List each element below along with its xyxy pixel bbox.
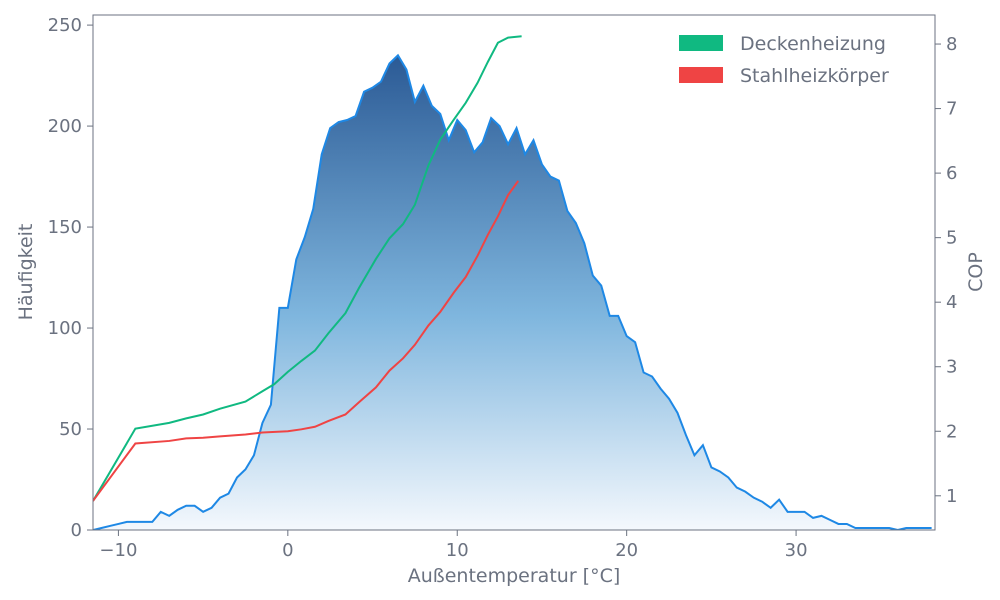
y-left-tick-label: 250 [48, 15, 82, 36]
frequency-area [93, 55, 932, 530]
y-right-tick-label: 8 [946, 34, 957, 55]
y-right-axis-ticks: 1 2 3 4 5 6 7 8 [935, 34, 957, 507]
series-line-stahlheizkoerper [93, 180, 520, 502]
y-right-tick-label: 5 [946, 228, 957, 249]
y-left-tick-label: 0 [71, 520, 82, 541]
y-right-tick-label: 4 [946, 292, 957, 313]
plot-frame [92, 14, 936, 531]
plot-area [93, 35, 932, 530]
x-tick-label: 0 [282, 540, 293, 561]
x-tick-label: −10 [99, 540, 137, 561]
x-tick-label: 20 [615, 540, 638, 561]
frequency-line [93, 53, 932, 530]
legend-swatch-stahlheizkoerper [679, 67, 723, 83]
legend-label-deckenheizung: Deckenheizung [740, 33, 886, 55]
y-right-axis-label: COP [965, 252, 987, 292]
series-line-deckenheizung [93, 35, 522, 502]
legend-swatch-deckenheizung [679, 35, 723, 51]
x-axis-label: Außentemperatur [°C] [408, 565, 621, 587]
y-left-tick-label: 150 [48, 217, 82, 238]
y-right-tick-label: 3 [946, 357, 957, 378]
y-left-tick-label: 100 [48, 318, 82, 339]
y-left-tick-label: 200 [48, 116, 82, 137]
legend-label-stahlheizkoerper: Stahlheizkörper [740, 65, 889, 87]
y-left-axis-ticks: 0 50 100 150 200 250 [48, 15, 93, 541]
y-left-tick-label: 50 [59, 419, 82, 440]
x-tick-label: 10 [446, 540, 469, 561]
y-left-axis-label: Häufigkeit [15, 224, 37, 321]
y-right-tick-label: 2 [946, 421, 957, 442]
legend: Deckenheizung Stahlheizkörper [679, 33, 889, 87]
y-right-tick-label: 6 [946, 163, 957, 184]
x-tick-label: 30 [785, 540, 808, 561]
y-right-tick-label: 1 [946, 486, 957, 507]
x-axis-ticks: −10 0 10 20 30 [99, 530, 808, 561]
y-right-tick-label: 7 [946, 99, 957, 120]
